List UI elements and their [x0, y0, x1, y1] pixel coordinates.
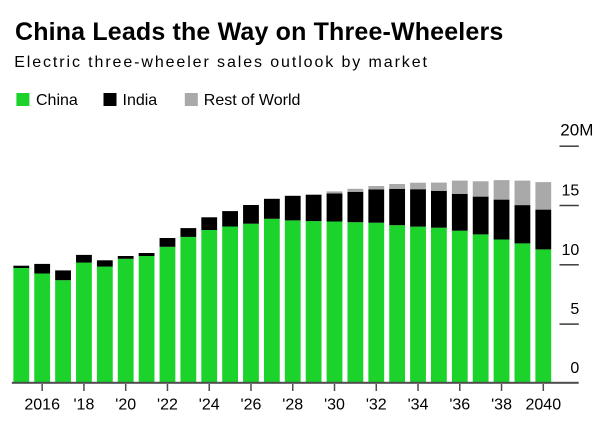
svg-text:2040: 2040: [526, 397, 562, 414]
svg-text:'28: '28: [282, 397, 303, 414]
svg-text:'32: '32: [366, 397, 387, 414]
svg-text:China: China: [36, 92, 78, 109]
svg-text:2016: 2016: [24, 397, 60, 414]
svg-text:5: 5: [570, 301, 579, 318]
svg-text:0: 0: [570, 360, 579, 377]
svg-text:'26: '26: [241, 397, 262, 414]
svg-text:'30: '30: [324, 397, 345, 414]
svg-text:'38: '38: [491, 397, 512, 414]
svg-text:10: 10: [562, 242, 580, 259]
svg-text:'36: '36: [449, 397, 470, 414]
svg-text:20M: 20M: [560, 121, 593, 140]
svg-text:'24: '24: [199, 397, 220, 414]
svg-text:Rest of World: Rest of World: [204, 92, 301, 109]
svg-text:'34: '34: [408, 397, 429, 414]
svg-text:'22: '22: [157, 397, 178, 414]
svg-text:15: 15: [562, 183, 580, 200]
svg-text:'20: '20: [115, 397, 136, 414]
svg-text:India: India: [123, 92, 158, 109]
svg-text:'18: '18: [74, 397, 95, 414]
svg-text:China Leads the Way on Three-W: China Leads the Way on Three-Wheelers: [15, 18, 503, 46]
svg-text:Electric three-wheeler sales o: Electric three-wheeler sales outlook by …: [14, 54, 429, 71]
